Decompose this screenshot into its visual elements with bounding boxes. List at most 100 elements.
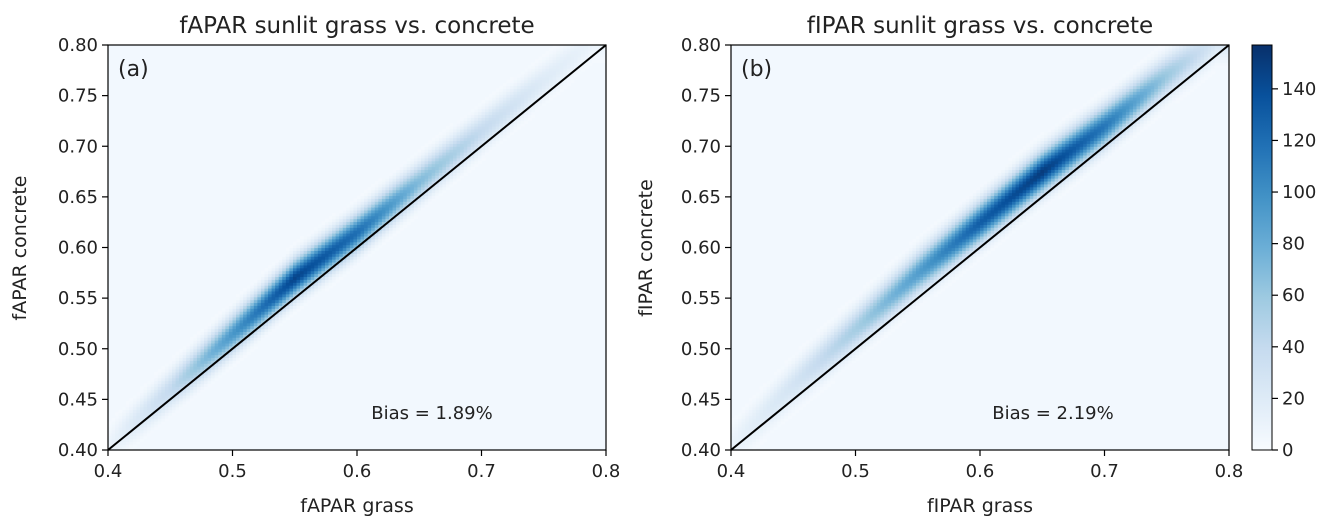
heatmap-cell (873, 279, 878, 283)
panel-b-title: fIPAR sunlit grass vs. concrete (807, 13, 1153, 39)
heatmap-cell (435, 175, 440, 179)
heatmap-cell (898, 288, 903, 292)
heatmap-cell (802, 374, 807, 379)
heatmap-cell (200, 331, 205, 335)
heatmap-cell (186, 392, 191, 396)
heatmap-cell (289, 253, 294, 257)
heatmap-cell (584, 56, 589, 61)
heatmap-cell (147, 386, 152, 390)
heatmap-cell (328, 244, 333, 249)
heatmap-cell (460, 166, 465, 170)
heatmap-cell (1022, 172, 1027, 176)
heatmap-cell (866, 285, 871, 289)
heatmap-cell (445, 157, 451, 162)
heatmap-cell (357, 195, 362, 199)
heatmap-cell (228, 302, 234, 306)
heatmap-cell (987, 192, 992, 197)
heatmap-cell (257, 290, 262, 295)
heatmap-cell (901, 267, 906, 272)
heatmap-cell (246, 322, 251, 327)
heatmap-cell (976, 233, 981, 237)
heatmap-cell (246, 305, 251, 309)
heatmap-cell (951, 247, 956, 251)
heatmap-cell (381, 221, 387, 225)
heatmap-cell (389, 209, 394, 214)
heatmap-cell (983, 201, 988, 205)
heatmap-cell (901, 293, 906, 298)
heatmap-cell (303, 253, 308, 257)
heatmap-cell (891, 279, 896, 283)
heatmap-cell (859, 337, 864, 341)
heatmap-cell (930, 293, 935, 298)
heatmap-cell (738, 426, 743, 431)
heatmap-cell (958, 218, 963, 223)
heatmap-cell (324, 264, 330, 269)
heatmap-cell (314, 241, 319, 246)
panel-a-ticks: 0.4 0.5 0.6 0.7 0.80.400.450.500.550.600.650… (58, 35, 620, 482)
heatmap-cell (278, 314, 283, 318)
heatmap-cell (172, 369, 177, 373)
heatmap-cell (1033, 149, 1038, 153)
heatmap-cell (243, 288, 248, 292)
heatmap-cell (143, 400, 148, 405)
heatmap-cell (752, 435, 757, 440)
heatmap-cell (951, 273, 956, 278)
heatmap-cell (449, 154, 454, 159)
heatmap-cell (965, 198, 970, 202)
heatmap-cell (859, 354, 864, 359)
heatmap-cell (381, 178, 387, 182)
heatmap-cell (923, 293, 928, 298)
heatmap-cell (862, 288, 867, 292)
heatmap-cell (962, 264, 967, 269)
heatmap-cell (371, 189, 376, 194)
heatmap-cell (1029, 198, 1034, 202)
heatmap-cell (264, 279, 269, 283)
heatmap-cell (841, 319, 846, 324)
heatmap-cell (926, 241, 931, 246)
heatmap-cell (573, 62, 579, 66)
heatmap-cell (891, 261, 896, 266)
heatmap-cell (225, 316, 230, 321)
heatmap-cell (317, 233, 323, 237)
heatmap-cell (759, 441, 764, 445)
heatmap-cell (460, 146, 465, 150)
heatmap-cell (841, 354, 846, 359)
heatmap-cell (431, 143, 436, 147)
heatmap-cell (766, 421, 771, 425)
heatmap-cell (264, 282, 269, 286)
heatmap-cell (502, 91, 507, 95)
heatmap-cell (549, 79, 554, 84)
heatmap-cell (385, 227, 390, 231)
heatmap-cell (328, 270, 333, 275)
heatmap-cell (196, 377, 202, 382)
heatmap-cell (777, 421, 782, 425)
heatmap-cell (399, 221, 404, 225)
heatmap-cell (741, 406, 746, 411)
heatmap-cell (940, 288, 946, 292)
heatmap-cell (990, 198, 995, 202)
heatmap-cell (983, 192, 988, 197)
heatmap-cell (125, 435, 130, 440)
heatmap-cell (940, 224, 946, 228)
heatmap-cell (919, 299, 924, 304)
heatmap-cell (541, 53, 547, 58)
heatmap-cell (357, 201, 362, 205)
heatmap-cell (378, 198, 383, 202)
heatmap-cell (164, 412, 170, 416)
heatmap-cell (524, 79, 529, 84)
heatmap-cell (495, 91, 500, 95)
heatmap-cell (307, 250, 312, 254)
heatmap-cell (513, 102, 518, 107)
heatmap-cell (381, 209, 387, 214)
heatmap-cell (108, 438, 113, 442)
heatmap-cell (143, 383, 148, 387)
heatmap-cell (1033, 169, 1038, 173)
heatmap-cell (207, 328, 212, 332)
heatmap-cell (944, 285, 949, 289)
heatmap-cell (1001, 172, 1006, 176)
heatmap-cell (997, 227, 1002, 231)
heatmap-cell (196, 369, 202, 373)
heatmap-cell (378, 195, 383, 199)
heatmap-cell (841, 345, 846, 350)
heatmap-cell (880, 276, 885, 280)
